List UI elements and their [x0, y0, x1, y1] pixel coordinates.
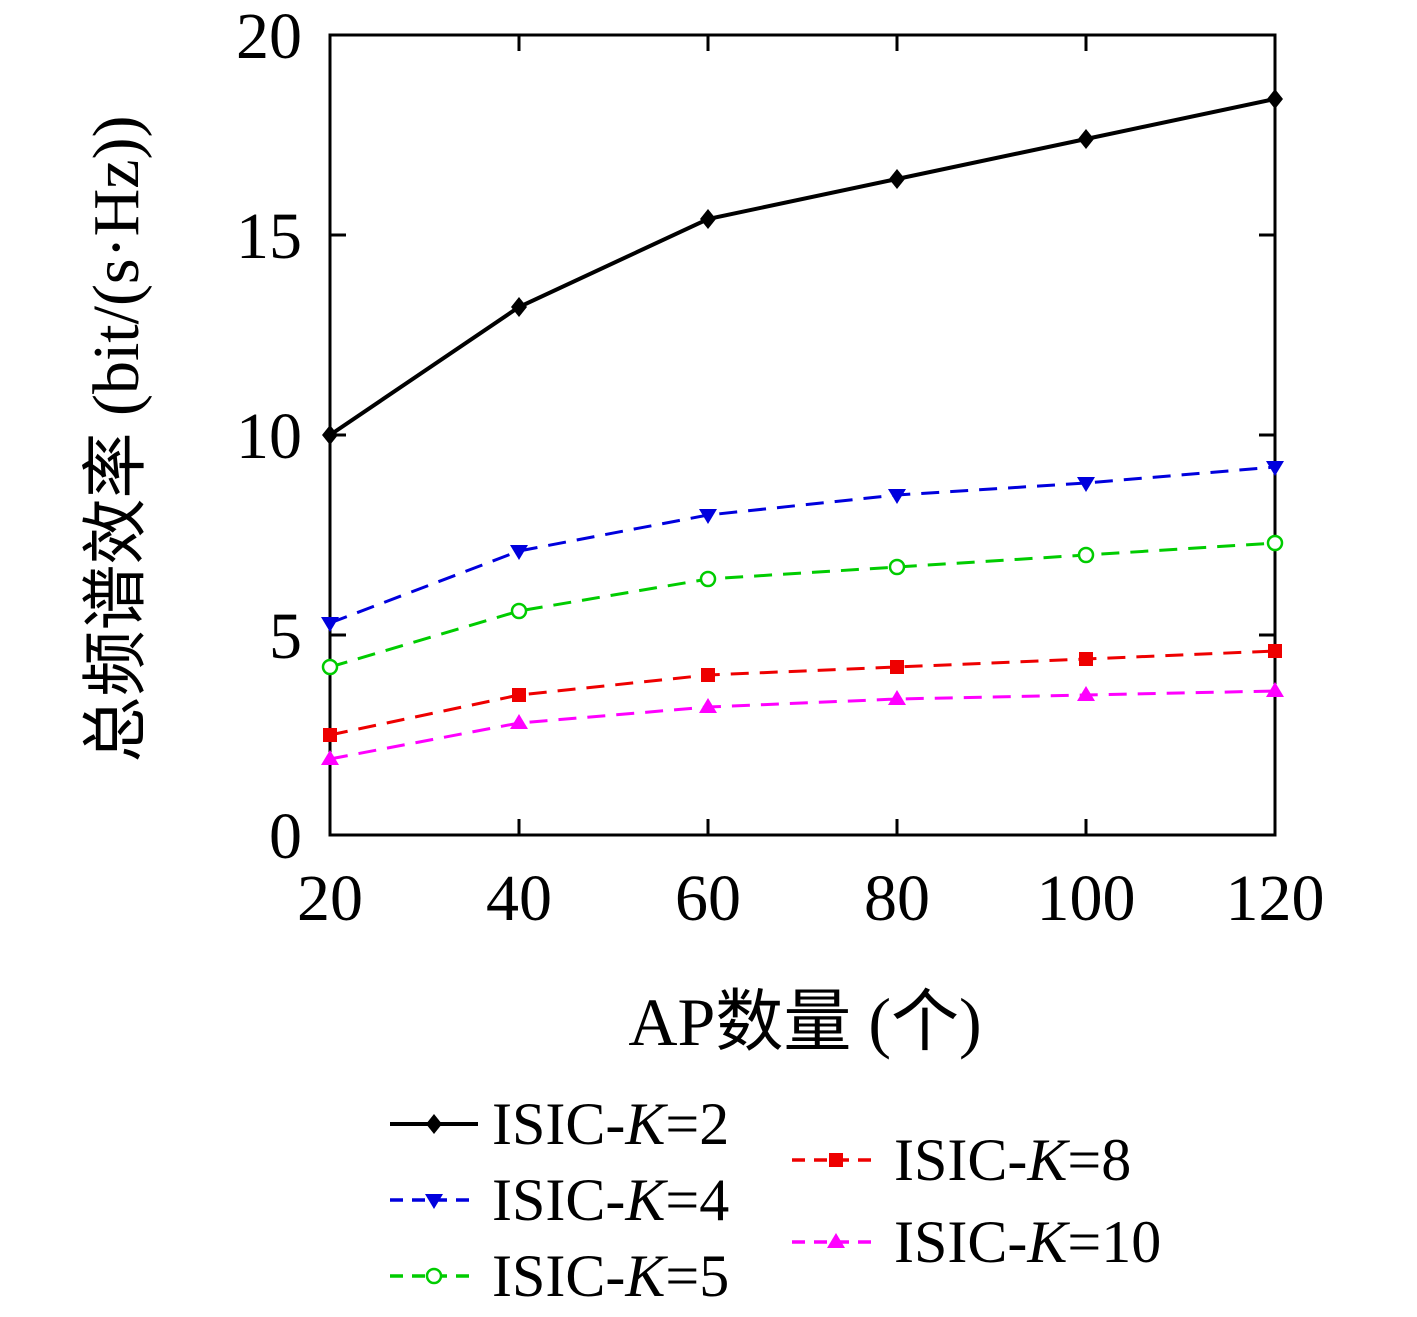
marker-square — [829, 1153, 843, 1167]
marker-square — [1079, 652, 1093, 666]
marker-square — [512, 688, 526, 702]
x-axis-label: AP数量 (个) — [628, 984, 982, 1060]
legend-label: ISIC-K=2 — [492, 1090, 730, 1157]
marker-diamond — [889, 169, 905, 189]
legend-label: ISIC-K=5 — [492, 1242, 730, 1309]
y-tick-label: 5 — [269, 600, 302, 673]
x-tick-label: 100 — [1037, 862, 1136, 935]
legend-sample-diamond-icon — [390, 1114, 478, 1134]
series-line-ISIC-K=2 — [328, 97, 1276, 437]
legend-label: ISIC-K=8 — [894, 1126, 1132, 1193]
series-line-ISIC-K=4 — [329, 465, 1276, 625]
y-axis-label: 总频谱效率 (bit/(s·Hz)) — [80, 115, 153, 763]
series-line-ISIC-K=5 — [329, 541, 1276, 669]
marker-triangle-up — [888, 690, 906, 705]
marker-circle-open — [699, 570, 717, 588]
marker-square — [323, 728, 337, 742]
legend-sample-triangle-up-icon — [792, 1233, 880, 1248]
marker-diamond — [1078, 129, 1094, 149]
x-tick-label: 40 — [486, 862, 552, 935]
y-tick-label: 10 — [236, 400, 302, 473]
marker-diamond — [700, 209, 716, 229]
legend-item-ISIC-K=8: ISIC-K=8 — [790, 1124, 1161, 1196]
marker-square — [1268, 644, 1282, 658]
series-line-ISIC-K=10 — [329, 689, 1276, 761]
marker-triangle-up — [699, 698, 717, 713]
marker-diamond — [322, 425, 338, 445]
marker-triangle-up — [321, 750, 339, 765]
marker-circle-open — [888, 558, 906, 576]
x-tick-label: 60 — [675, 862, 741, 935]
marker-triangle-up — [827, 1233, 845, 1248]
marker-triangle-down — [1266, 461, 1284, 476]
marker-diamond — [426, 1114, 442, 1134]
marker-triangle-down — [321, 617, 339, 632]
legend-column-1: ISIC-K=2 ISIC-K=4 ISIC-K=5 — [388, 1088, 729, 1312]
marker-circle-open — [425, 1267, 443, 1285]
marker-triangle-down — [699, 509, 717, 524]
marker-diamond — [511, 297, 527, 317]
marker-circle-open — [321, 658, 339, 676]
marker-circle-open — [510, 602, 528, 620]
legend-label: ISIC-K=4 — [492, 1166, 730, 1233]
marker-triangle-up — [510, 714, 528, 729]
legend-column-2: ISIC-K=8 ISIC-K=10 — [790, 1124, 1161, 1278]
y-tick-label: 0 — [269, 800, 302, 873]
plot-frame — [328, 33, 1277, 837]
x-tick-label: 80 — [864, 862, 930, 935]
legend-label: ISIC-K=10 — [894, 1208, 1162, 1275]
y-tick-label: 15 — [236, 200, 302, 273]
marker-diamond — [1267, 89, 1283, 109]
marker-triangle-up — [1077, 686, 1095, 701]
legend-sample-circle-open-icon — [390, 1267, 478, 1285]
y-tick-label: 20 — [236, 0, 302, 73]
legend-sample-square-icon — [792, 1153, 880, 1167]
marker-triangle-down — [425, 1194, 443, 1209]
marker-triangle-up — [1266, 682, 1284, 697]
marker-circle-open — [1266, 534, 1284, 552]
marker-triangle-down — [888, 489, 906, 504]
marker-triangle-down — [510, 545, 528, 560]
x-tick-label: 120 — [1226, 862, 1325, 935]
marker-square — [701, 668, 715, 682]
legend-sample-triangle-down-icon — [390, 1194, 478, 1209]
legend-item-ISIC-K=5: ISIC-K=5 — [388, 1240, 729, 1312]
legend-item-ISIC-K=4: ISIC-K=4 — [388, 1164, 729, 1236]
series-line-ISIC-K=8 — [329, 649, 1276, 737]
legend-item-ISIC-K=2: ISIC-K=2 — [388, 1088, 729, 1160]
x-tick-label: 20 — [297, 862, 363, 935]
marker-triangle-down — [1077, 477, 1095, 492]
plot-area: 20 40 60 80 100 120 0 5 10 15 20 — [236, 0, 1325, 935]
legend-item-ISIC-K=10: ISIC-K=10 — [790, 1206, 1161, 1278]
marker-square — [890, 660, 904, 674]
marker-circle-open — [1077, 546, 1095, 564]
